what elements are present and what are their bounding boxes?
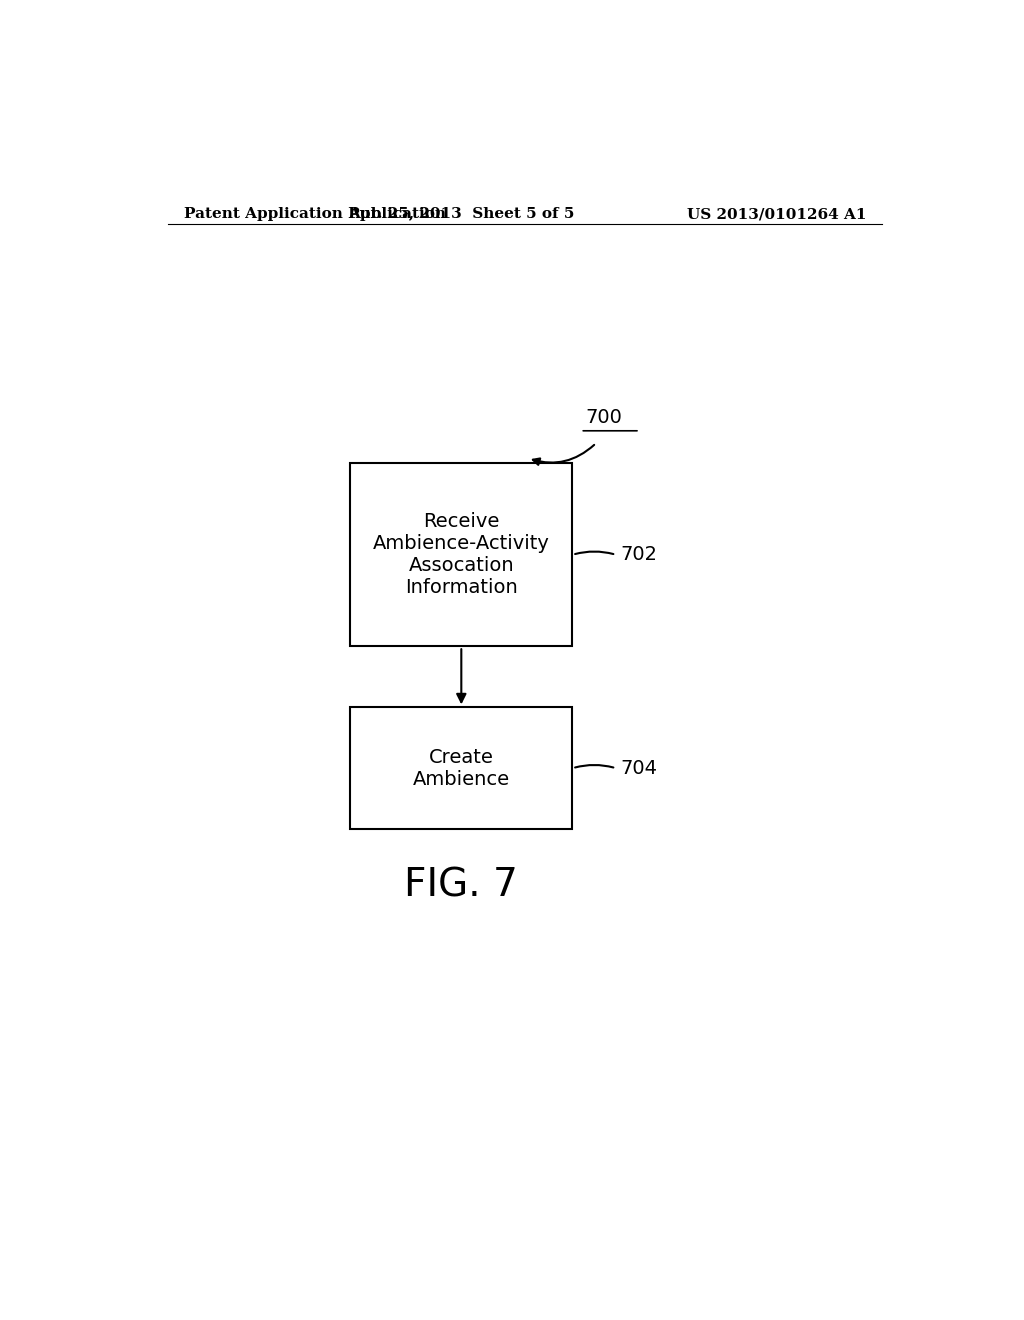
Text: Receive
Ambience-Activity
Assocation
Information: Receive Ambience-Activity Assocation Inf… xyxy=(373,512,550,597)
Text: 700: 700 xyxy=(586,408,623,428)
Text: Apr. 25, 2013  Sheet 5 of 5: Apr. 25, 2013 Sheet 5 of 5 xyxy=(348,207,574,222)
FancyArrowPatch shape xyxy=(532,445,594,465)
Text: 704: 704 xyxy=(620,759,657,777)
FancyBboxPatch shape xyxy=(350,708,572,829)
Text: 702: 702 xyxy=(620,545,657,564)
FancyBboxPatch shape xyxy=(350,463,572,647)
Text: US 2013/0101264 A1: US 2013/0101264 A1 xyxy=(686,207,866,222)
Text: FIG. 7: FIG. 7 xyxy=(404,866,518,904)
Text: Patent Application Publication: Patent Application Publication xyxy=(183,207,445,222)
Text: Create
Ambience: Create Ambience xyxy=(413,747,510,789)
